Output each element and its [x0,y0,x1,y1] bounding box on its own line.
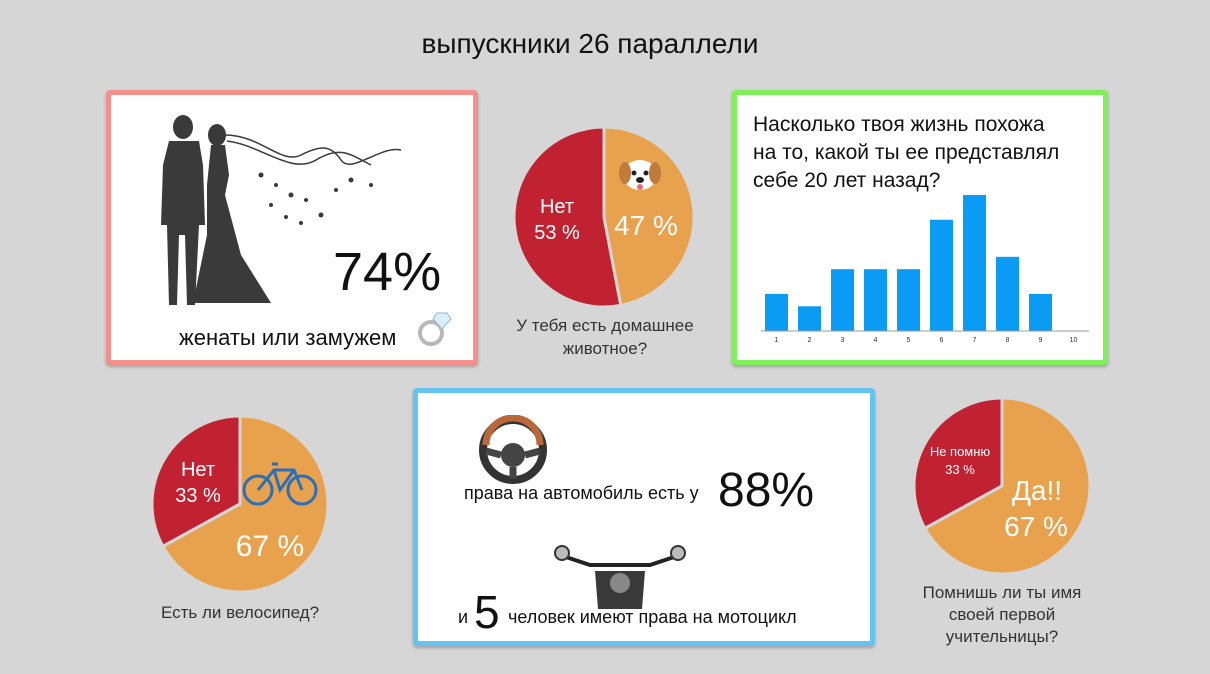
teacher-question-line2: своей первой [948,605,1056,624]
bar-3 [831,269,854,331]
bike-no-label: Нет [181,459,215,481]
bike-pie-chart: Нет 33 % 67 % [150,414,330,594]
bar-7 [963,195,986,331]
teacher-pie-chart: Не помню 33 % Да!! 67 % [912,396,1092,576]
bike-slice-yes [160,414,330,594]
tick-label-9: 9 [1039,337,1043,344]
pets-question-line2: животное? [562,339,648,358]
teacher-yes-value: 67 % [1004,511,1068,542]
moto-prefix: и [458,607,469,627]
tick-label-4: 4 [874,337,878,344]
car-percent: 88% [718,464,815,517]
pets-pie-chart: Нет 53 % 47 % [512,125,696,309]
pets-slice-no [512,125,623,309]
tick-label-3: 3 [841,337,845,344]
teacher-slice-yes [922,396,1092,576]
marriage-caption: женаты или замужем [179,325,397,350]
bar-8 [996,256,1019,331]
dog-icon [619,160,661,190]
marriage-card: 74% женаты или замужем [106,90,478,365]
moto-count: 5 [474,586,500,638]
license-card: права на автомобиль есть у 88% и 5 челов… [413,388,875,646]
life-question-line3: себе 20 лет назад? [753,169,941,192]
wedding-couple-icon [161,115,402,305]
teacher-question-line1: Помнишь ли ты имя [922,583,1082,602]
life-question-line2: на то, какой ты ее представлял [753,141,1060,164]
ring-icon [418,312,452,346]
bar-9 [1029,293,1052,331]
car-text: права на автомобиль есть у [464,483,699,503]
tick-label-6: 6 [940,337,944,344]
pets-no-label: Нет [540,196,574,218]
bicycle-icon [242,462,318,506]
steering-wheel-icon [479,415,547,484]
pets-question-line1: У тебя есть домашнее [516,316,694,335]
pets-yes-value: 47 % [614,210,678,241]
bike-question: Есть ли велосипед? [160,603,320,622]
marriage-percent: 74% [333,242,442,302]
bike-no-value: 33 % [175,485,221,507]
tick-label-7: 7 [973,337,977,344]
teacher-slice-no [912,396,1004,531]
life-bar-chart: 1 2 3 4 5 6 7 8 9 10 [761,195,1089,344]
bar-1 [765,293,788,331]
life-card: Насколько твоя жизнь похожа на то, какой… [732,90,1108,365]
bar-2 [798,306,821,331]
moto-text: человек имеют права на мотоцикл [508,607,797,627]
bar-5 [897,269,920,331]
tick-label-8: 8 [1006,337,1010,344]
life-question-line1: Насколько твоя жизнь похожа [753,113,1045,136]
tick-label-2: 2 [808,337,812,344]
teacher-yes-label: Да!! [1012,475,1062,506]
bar-6 [930,219,953,331]
tick-label-10: 10 [1070,337,1078,344]
bike-yes-value: 67 % [236,530,304,563]
pets-no-value: 53 % [534,222,580,244]
bike-slice-no [150,414,242,549]
teacher-no-value: 33 % [945,462,975,477]
motorcycle-icon [554,545,686,609]
tick-label-1: 1 [775,337,779,344]
tick-label-5: 5 [907,337,911,344]
teacher-no-label: Не помню [930,444,991,459]
teacher-question-line3: учительницы? [945,627,1059,646]
bar-4 [864,269,887,331]
page-title: выпускники 26 параллели [421,28,759,59]
